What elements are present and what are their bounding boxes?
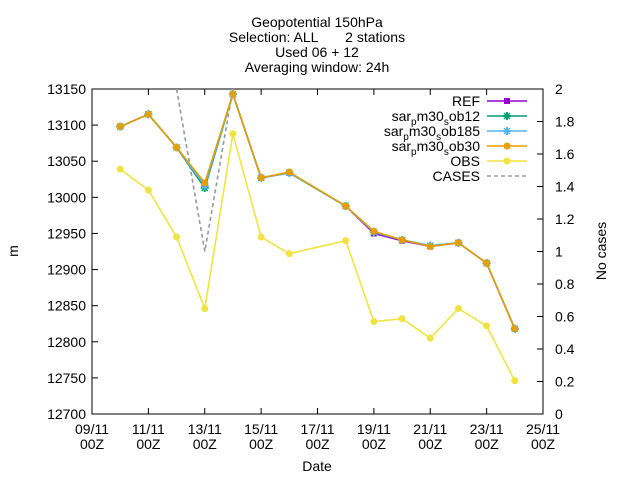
- legend-marker-obs: [503, 157, 511, 165]
- y-tick-label: 13150: [47, 81, 86, 97]
- title-line-1: Geopotential 150hPa: [251, 14, 383, 30]
- y2-tick-label: 1.8: [555, 114, 575, 130]
- point-sar-p-m30-s-ob30: [257, 174, 265, 182]
- title-line-2: Selection: ALL 2 stations: [229, 29, 405, 45]
- x-tick-label-hour: 00Z: [362, 436, 387, 452]
- x-tick-label-date: 11/11: [132, 421, 165, 437]
- point-sar-p-m30-s-ob30: [144, 110, 152, 118]
- y2-tick-label: 0: [555, 406, 563, 422]
- chart-title: Geopotential 150hPa Selection: ALL 2 sta…: [229, 14, 405, 75]
- point-obs: [257, 233, 265, 241]
- title-line-3: Used 06 + 12: [275, 44, 359, 60]
- point-sar-p-m30-s-ob30: [342, 202, 350, 210]
- point-sar-p-m30-s-ob30: [454, 239, 462, 247]
- point-obs: [229, 130, 237, 138]
- point-sar-p-m30-s-ob30: [285, 168, 293, 176]
- legend-label-sar-p-m30-s-ob185: sarpm30sob185: [384, 123, 480, 143]
- point-sar-p-m30-s-ob30: [370, 227, 378, 235]
- point-obs: [398, 315, 406, 323]
- point-obs: [426, 334, 434, 342]
- point-sar-p-m30-s-ob30: [398, 236, 406, 244]
- point-obs: [201, 305, 209, 313]
- point-sar-p-m30-s-ob30: [173, 144, 181, 151]
- axes: 12700 12750 12800 12850 12900 12950 13000 13050…: [47, 81, 575, 452]
- legend-marker-sar-p-m30-s-ob185: [503, 127, 511, 135]
- point-obs: [483, 322, 491, 330]
- series-sar-p-m30-s-ob30: [116, 90, 519, 333]
- x-tick-label-date: 23/11: [470, 421, 504, 437]
- x-tick-label-hour: 00Z: [475, 436, 500, 452]
- x-axis-label: Date: [302, 458, 332, 474]
- legend-label-cases: CASES: [433, 168, 480, 184]
- legend-label-sar-p-m30-s-ob12: sarpm30sob12: [392, 108, 481, 128]
- x-tick-label-date: 17/11: [301, 421, 335, 437]
- x-tick-label-date: 09/11: [75, 421, 109, 437]
- y2-tick-label: 1.4: [555, 179, 575, 195]
- x-tick-label-date: 25/11: [526, 421, 560, 437]
- legend-label-sar-p-m30-s-ob30: sarpm30sob30: [392, 138, 481, 158]
- point-sar-p-m30-s-ob30: [483, 259, 491, 267]
- point-obs: [454, 305, 462, 313]
- y2-tick-label: 2: [555, 81, 563, 97]
- legend-label-ref: REF: [452, 93, 480, 109]
- y-tick-label: 13000: [47, 189, 86, 205]
- point-obs: [511, 377, 519, 385]
- y-tick-label: 13050: [47, 153, 86, 169]
- y-tick-label: 12850: [47, 298, 86, 314]
- series-obs: [116, 130, 519, 385]
- series-line-obs: [119, 133, 516, 382]
- y2-axis-label: No cases: [593, 222, 609, 280]
- point-sar-p-m30-s-ob30: [511, 325, 519, 333]
- y-tick-label: 12700: [47, 406, 86, 422]
- series-cases: [175, 89, 234, 252]
- point-obs: [116, 165, 124, 173]
- x-tick-label-hour: 00Z: [418, 436, 443, 452]
- x-tick-label-hour: 00Z: [193, 436, 218, 452]
- x-tick-label-date: 13/11: [188, 421, 222, 437]
- legend-marker-ref: [504, 98, 510, 104]
- point-obs: [370, 318, 378, 326]
- point-sar-p-m30-s-ob30: [229, 90, 237, 98]
- y-tick-label: 13100: [47, 117, 86, 133]
- legend: REFsarpm30sob12sarpm30sob185sarpm30sob30…: [384, 93, 527, 184]
- series-layer: [116, 89, 519, 385]
- y2-tick-label: 0.8: [555, 276, 575, 292]
- y-tick-label: 12750: [47, 370, 86, 386]
- x-tick-label-hour: 00Z: [531, 436, 556, 452]
- x-tick-label-hour: 00Z: [80, 436, 105, 452]
- y-tick-label: 12950: [47, 225, 86, 241]
- y2-tick-label: 1: [555, 244, 563, 260]
- legend-marker-sar-p-m30-s-ob12: [503, 112, 511, 120]
- x-tick-label-hour: 00Z: [136, 436, 161, 452]
- point-obs: [285, 250, 293, 258]
- point-sar-p-m30-s-ob30: [426, 242, 434, 250]
- y2-tick-label: 1.2: [555, 211, 575, 227]
- legend-marker-sar-p-m30-s-ob185-d2: [503, 127, 511, 135]
- series-line-cases: [175, 89, 234, 252]
- x-tick-label-hour: 00Z: [249, 436, 274, 452]
- point-obs: [173, 233, 181, 241]
- x-tick-label-date: 15/11: [244, 421, 278, 437]
- y-axis-label: m: [5, 245, 21, 257]
- legend-marker-sar-p-m30-s-ob30: [503, 142, 511, 150]
- x-tick-label-date: 21/11: [413, 421, 447, 437]
- legend-marker-sar-p-m30-s-ob12-d2: [503, 112, 511, 120]
- y2-tick-label: 0.2: [555, 374, 575, 390]
- y2-tick-label: 0.6: [555, 309, 575, 325]
- y2-tick-label: 1.6: [555, 146, 575, 162]
- point-sar-p-m30-s-ob30: [116, 123, 124, 131]
- y-tick-label: 12900: [47, 262, 86, 278]
- y2-tick-label: 0.4: [555, 341, 575, 357]
- point-obs: [144, 186, 152, 194]
- y-tick-label: 12800: [47, 334, 86, 350]
- point-obs: [342, 237, 350, 245]
- title-line-4: Averaging window: 24h: [245, 59, 390, 75]
- x-tick-label-date: 19/11: [357, 421, 391, 437]
- legend-label-obs: OBS: [450, 153, 480, 169]
- x-tick-label-hour: 00Z: [305, 436, 330, 452]
- series-line-sar-p-m30-s-ob30: [119, 91, 516, 330]
- point-sar-p-m30-s-ob30: [201, 179, 209, 187]
